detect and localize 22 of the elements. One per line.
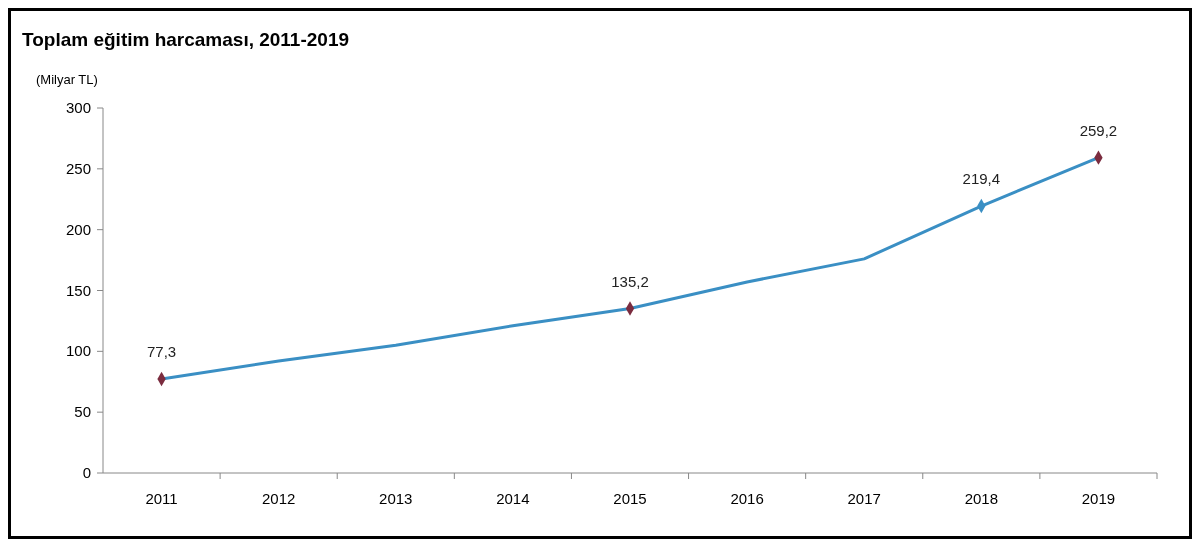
y-tick-label: 250 [65, 159, 91, 177]
x-tick-label: 2014 [496, 490, 530, 507]
y-tick-label: 150 [65, 281, 91, 299]
x-tick-label: 2018 [964, 490, 999, 507]
y-axis-title: (Milyar TL) [36, 72, 98, 87]
x-tick-label: 2015 [613, 490, 647, 507]
x-tick-label: 2019 [1081, 490, 1116, 507]
x-tick-label: 2016 [730, 490, 764, 507]
chart-title: Toplam eğitim harcaması, 2011-2019 [22, 29, 350, 50]
data-label: 135,2 [611, 272, 649, 290]
data-label: 219,4 [962, 170, 1001, 188]
y-tick-label: 100 [65, 342, 91, 360]
y-tick-label: 300 [65, 99, 91, 116]
y-tick-label: 50 [74, 403, 91, 421]
data-label: 259,2 [1079, 121, 1118, 139]
y-tick-label: 200 [65, 220, 91, 238]
x-tick-label: 2017 [847, 490, 881, 507]
data-label: 77,3 [146, 342, 177, 360]
y-tick-label: 0 [82, 464, 91, 481]
x-tick-label: 2013 [379, 490, 413, 507]
x-tick-label: 2011 [145, 490, 178, 507]
x-tick-label: 2012 [261, 490, 296, 507]
